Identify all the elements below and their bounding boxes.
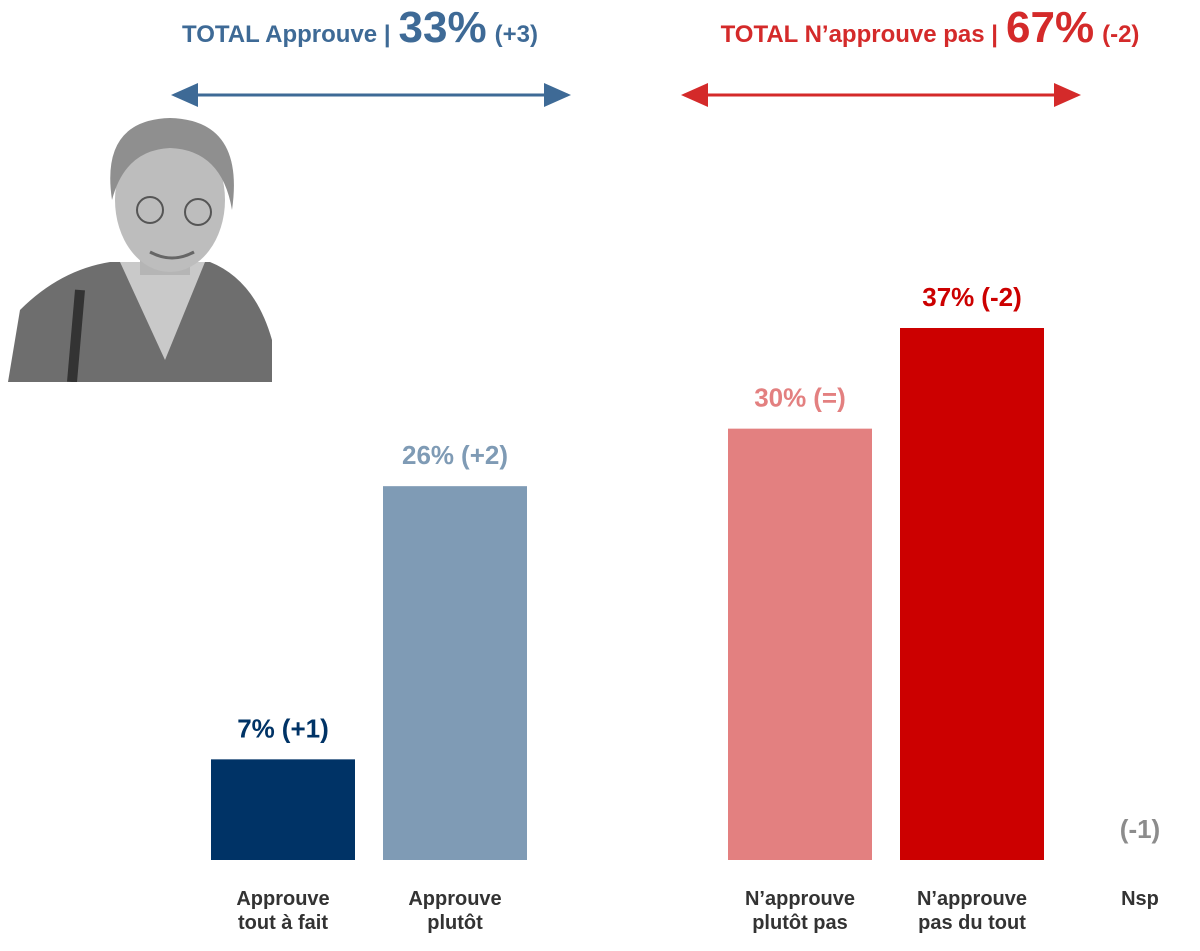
value-label-change: (-2) — [981, 282, 1021, 312]
header: TOTAL N’approuve pas | 67% (-2) — [721, 3, 1140, 52]
header: TOTAL Approuve | 33% (+3) — [182, 3, 538, 52]
header-value: 67% — [1006, 3, 1094, 52]
value-label: 30%(=) — [754, 383, 846, 413]
portrait — [8, 118, 272, 382]
value-label: 37%(-2) — [922, 282, 1021, 312]
value-label-change: (=) — [813, 383, 846, 413]
chart: TOTAL Approuve | 33% (+3) TOTAL N’approuve … — [0, 0, 1200, 951]
value-label: (-1) — [1120, 814, 1160, 844]
header-text: TOTAL Approuve | — [182, 21, 391, 48]
bar — [211, 759, 355, 860]
value-label-percent: 7% — [237, 713, 275, 743]
value-label-change: (+2) — [461, 440, 508, 470]
header-text: TOTAL N’approuve pas | — [721, 21, 998, 48]
bar — [383, 486, 527, 860]
bar — [728, 429, 872, 860]
value-label: 7%(+1) — [237, 713, 329, 743]
header-value: 33% — [399, 3, 487, 52]
value-label-percent: 30% — [754, 383, 806, 413]
header-change: (+3) — [495, 21, 538, 48]
category-label: Nsp — [1121, 888, 1159, 910]
value-label: 26%(+2) — [402, 440, 508, 470]
header-change: (-2) — [1102, 21, 1139, 48]
value-label-percent: 26% — [402, 440, 454, 470]
value-label-change: (-1) — [1120, 814, 1160, 844]
value-label-change: (+1) — [282, 713, 329, 743]
value-label-percent: 37% — [922, 282, 974, 312]
bar — [900, 328, 1044, 860]
